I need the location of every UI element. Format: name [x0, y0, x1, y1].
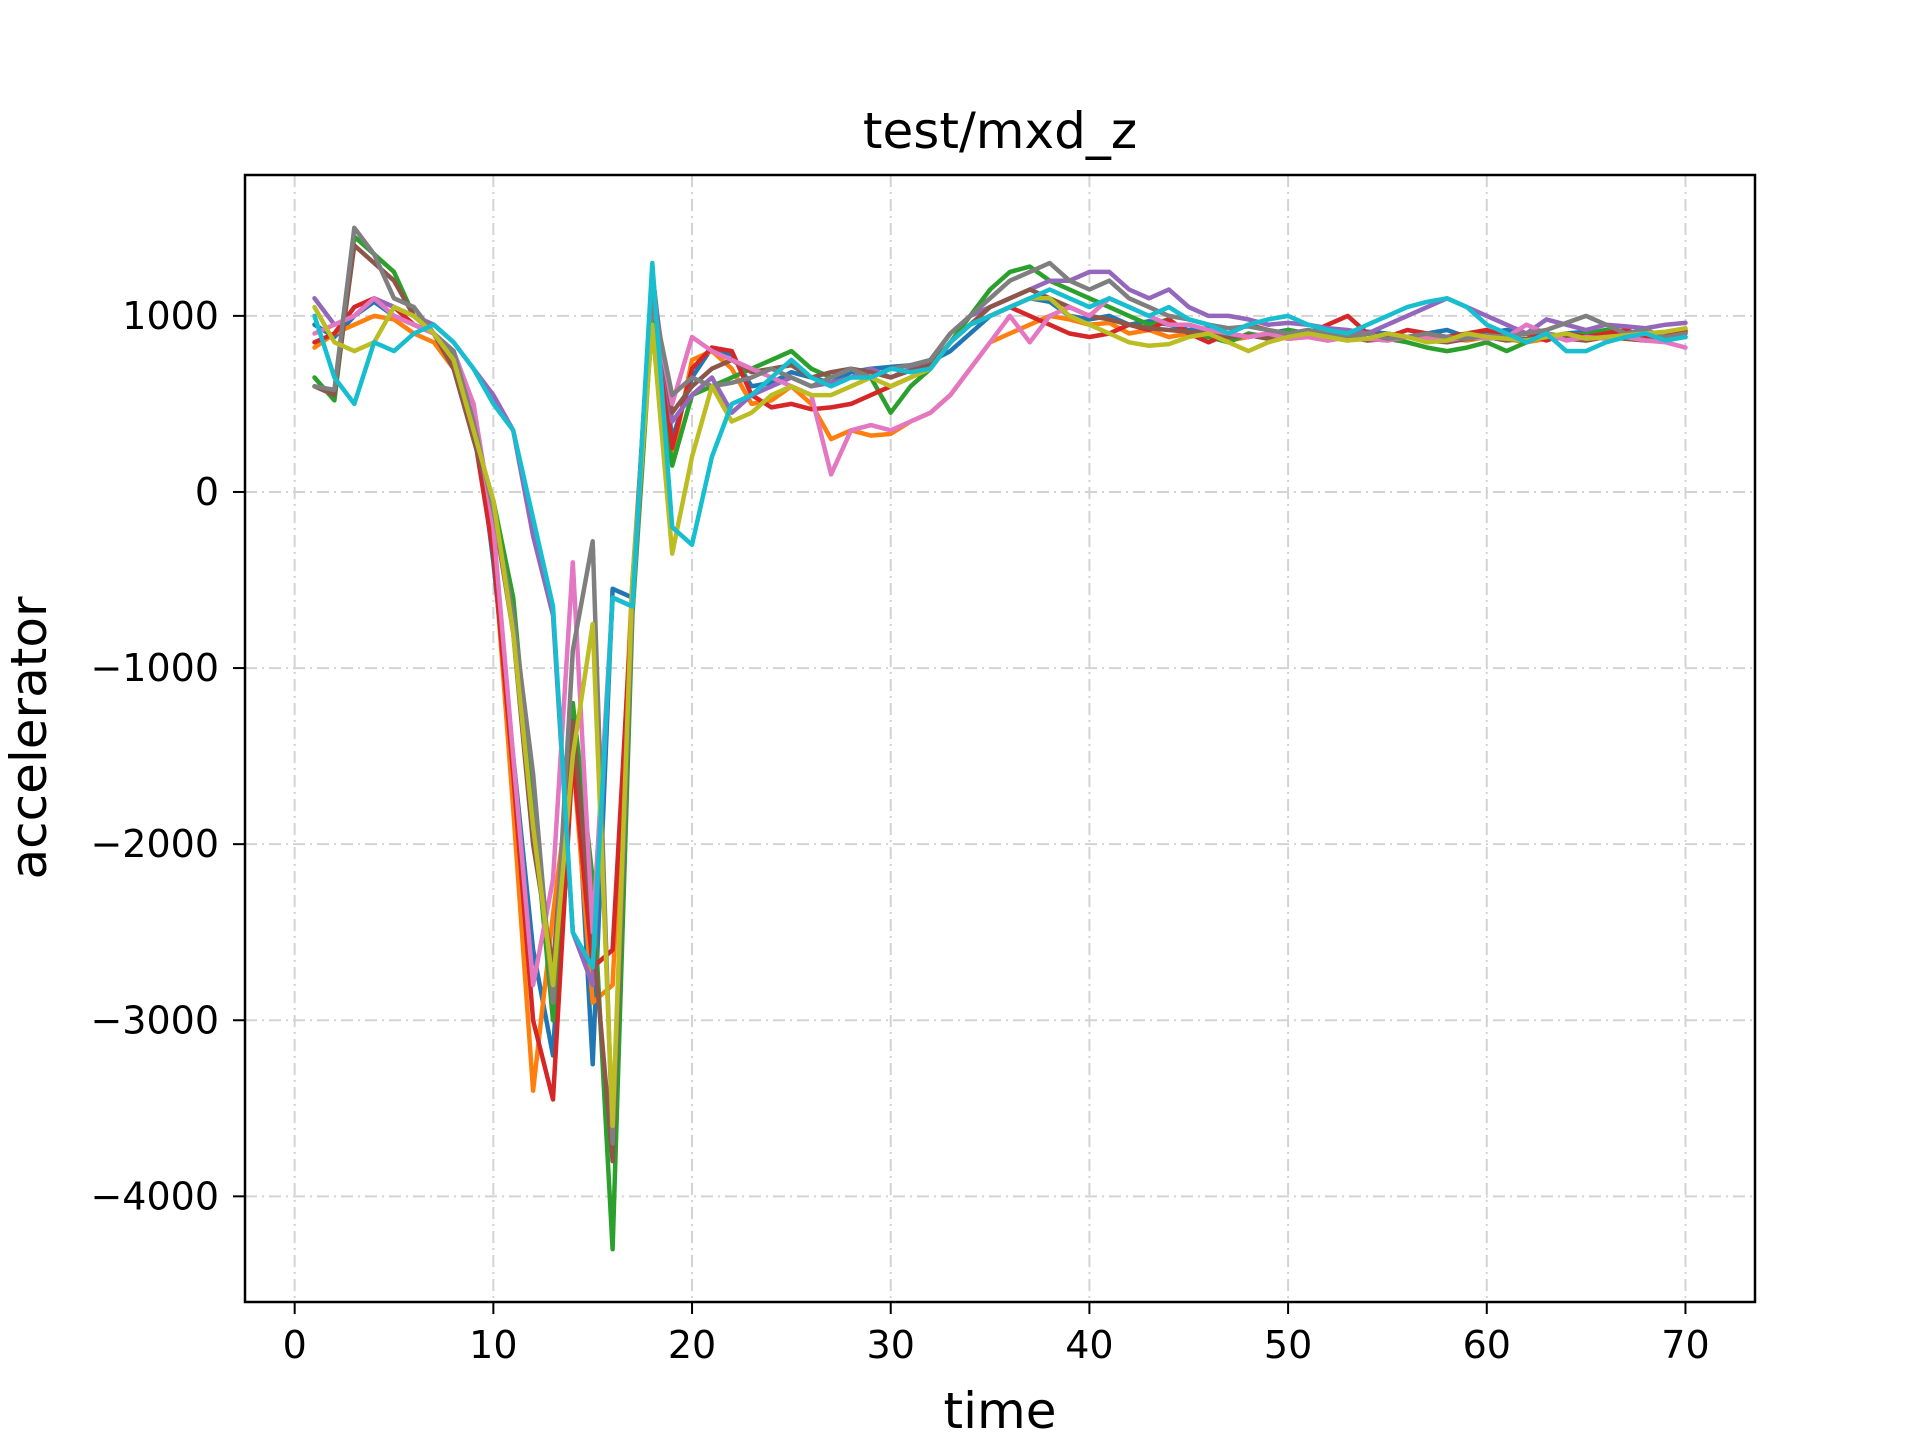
x-tick-label: 20 [668, 1323, 716, 1367]
series-lines [312, 225, 1688, 1252]
x-tick-label: 40 [1065, 1323, 1113, 1367]
y-tick-label: −1000 [90, 646, 219, 690]
y-axis-label: accelerator [0, 596, 58, 879]
x-axis-label: time [944, 1382, 1057, 1440]
series-line-3 [312, 234, 1688, 1252]
x-tick-label: 50 [1264, 1323, 1312, 1367]
x-axis-ticks: 0 10 20 30 40 50 60 70 [283, 1302, 1710, 1367]
y-tick-label: 1000 [122, 294, 219, 338]
y-tick-label: −4000 [90, 1174, 219, 1218]
plot-area-frame [243, 173, 1757, 1304]
x-tick-label: 10 [469, 1323, 517, 1367]
y-tick-label: 0 [195, 470, 219, 514]
x-tick-label: 70 [1661, 1323, 1709, 1367]
y-axis-ticks: 1000 0 −1000 −2000 −3000 −4000 [90, 294, 245, 1218]
y-tick-label: −3000 [90, 998, 219, 1042]
x-tick-label: 30 [867, 1323, 915, 1367]
chart-title: test/mxd_z [863, 102, 1137, 160]
series-line-10 [312, 260, 1688, 970]
x-tick-label: 60 [1463, 1323, 1511, 1367]
grid [245, 175, 1755, 1302]
series-line-9 [312, 296, 1688, 1129]
x-tick-label: 0 [283, 1323, 307, 1367]
y-tick-label: −2000 [90, 822, 219, 866]
